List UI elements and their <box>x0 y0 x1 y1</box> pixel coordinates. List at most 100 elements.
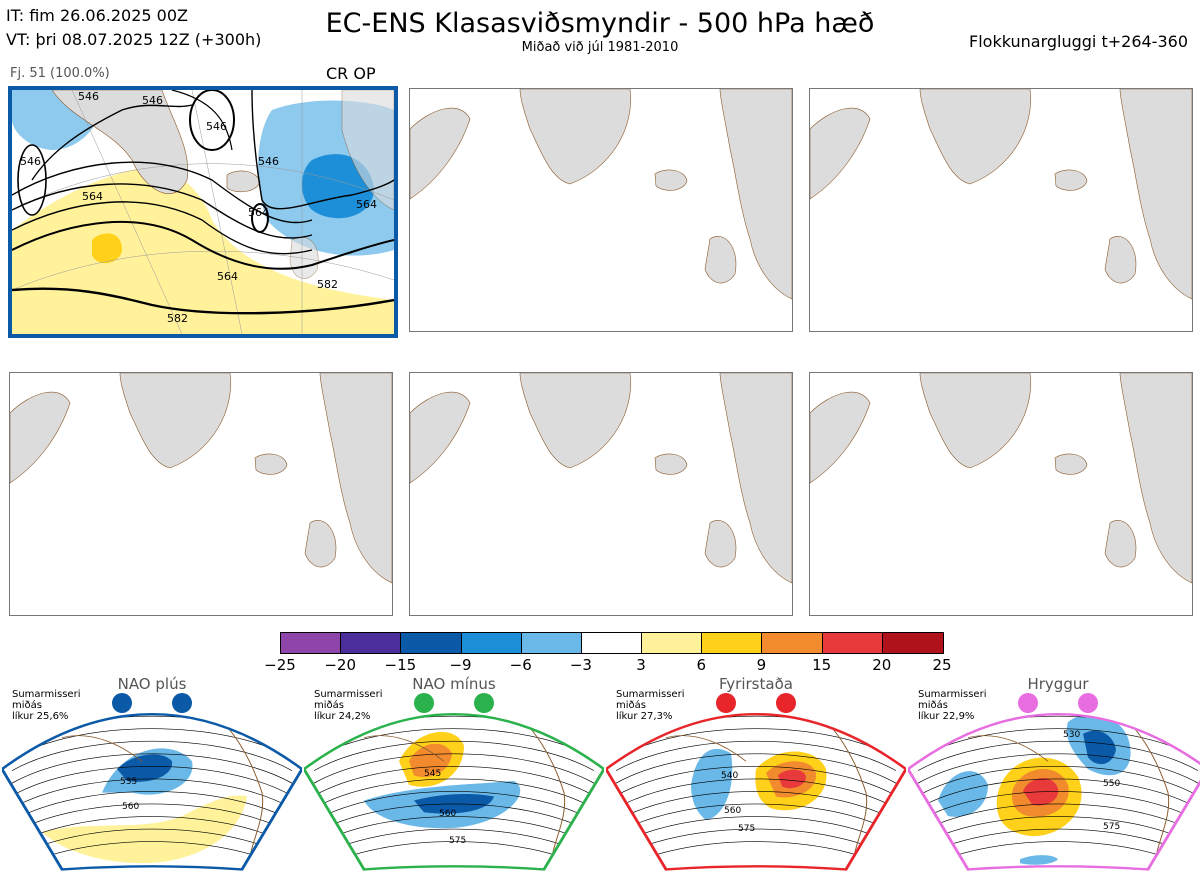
regime-contour-label: 550 <box>1103 778 1121 789</box>
regime-panel[interactable]: 545 560 575 Sumarmisseri miðás líkur 24,2% NAO… <box>302 675 606 871</box>
contour-label: 564 <box>217 270 238 283</box>
regime-info-line: miðás <box>616 700 646 711</box>
regime-marker-icon <box>474 693 494 713</box>
regime-info-line: líkur 27,3% <box>616 711 673 722</box>
classification-window: Flokkunargluggi t+264-360 <box>969 32 1188 51</box>
contour-label: 582 <box>317 278 338 291</box>
map-basemap <box>410 373 792 584</box>
contour-label: 582 <box>167 312 188 325</box>
page-subtitle: Miðað við júl 1981-2010 <box>521 40 679 55</box>
regime-info: Sumarmisseri miðás líkur 24,2% <box>314 689 382 722</box>
regime-name: NAO plús <box>117 675 187 693</box>
colorbar-label: 25 <box>932 656 952 674</box>
regime-name: Fyrirstaða <box>719 675 793 693</box>
colorbar-segment <box>702 633 763 653</box>
panel-tag: CR OP <box>326 64 376 83</box>
init-time: IT: fim 26.06.2025 00Z <box>6 6 188 25</box>
colorbar-label: −15 <box>384 656 417 674</box>
regime-map <box>302 713 606 871</box>
anomaly-negative-core <box>301 154 374 219</box>
map-panel-3[interactable] <box>809 88 1193 332</box>
regime-contour-label: 560 <box>122 802 140 813</box>
regime-panel[interactable]: 540 560 575 Sumarmisseri miðás líkur 27,3% Fyr… <box>604 675 908 871</box>
regime-panel[interactable]: 530 550 575 Sumarmisseri miðás líkur 22,9% Hry… <box>906 675 1200 871</box>
colorbar-segment <box>461 633 522 653</box>
colorbar-segment <box>642 633 703 653</box>
map-basemap <box>10 373 392 584</box>
map-panel-2[interactable] <box>409 88 793 332</box>
regime-info-line: líkur 24,2% <box>314 711 371 722</box>
colorbar-label: 20 <box>872 656 892 674</box>
map-panel-main[interactable]: 546 546 546 546 546 564 564 564 582 582 … <box>8 86 398 338</box>
contour-label: 546 <box>206 120 227 133</box>
colorbar <box>280 632 944 654</box>
regime-marker-icon <box>716 693 736 713</box>
regime-info-line: Sumarmisseri <box>12 689 81 700</box>
map-panel-4[interactable] <box>9 372 393 616</box>
colorbar-label: −25 <box>264 656 296 674</box>
colorbar-segment <box>762 633 823 653</box>
regime-contour-label: 545 <box>424 769 442 780</box>
height-contours <box>12 90 394 315</box>
regime-contour-label: 575 <box>1103 821 1121 832</box>
colorbar-label: −20 <box>324 656 356 674</box>
iceland <box>226 170 261 193</box>
map-basemap <box>410 89 792 300</box>
colorbar-segment <box>521 633 582 653</box>
contour-label: 564 <box>82 190 103 203</box>
regime-contour-label: 540 <box>721 770 739 781</box>
regime-marker-icon <box>776 693 796 713</box>
map-basemap <box>810 89 1192 300</box>
regime-panel[interactable]: 535 560 Sumarmisseri miðás líkur 25,6% NAO pl… <box>0 675 304 871</box>
contour-label: 546 <box>142 94 163 107</box>
regime-info-line: Sumarmisseri <box>918 689 987 700</box>
contour-label: 546 <box>20 155 41 168</box>
scandinavia <box>341 90 394 211</box>
regime-map <box>906 713 1200 871</box>
regime-info: Sumarmisseri miðás líkur 27,3% <box>616 689 684 722</box>
contour-label: 546 <box>78 90 99 103</box>
regime-map <box>604 713 908 871</box>
contour-label-group: 546 546 546 546 546 564 564 564 582 582 … <box>20 90 377 325</box>
regime-name: NAO mínus <box>412 675 496 693</box>
contour-label: 564 <box>356 198 377 211</box>
regime-contour-label: 560 <box>724 806 742 817</box>
regime-info: Sumarmisseri miðás líkur 25,6% <box>12 689 80 722</box>
regime-contour-label: 530 <box>1063 730 1081 741</box>
regime-marker-icon <box>414 693 434 713</box>
regime-info-line: miðás <box>314 700 344 711</box>
map-panel-5[interactable] <box>409 372 793 616</box>
regime-contour-label: 575 <box>738 824 756 835</box>
regime-marker-icon <box>112 693 132 713</box>
regime-map <box>0 713 304 871</box>
page-title: EC-ENS Klasasviðsmyndir - 500 hPa hæð <box>325 8 875 39</box>
member-count: Fj. 51 (100.0%) <box>10 66 110 81</box>
regime-name: Hryggur <box>1027 675 1089 693</box>
graticule <box>12 90 394 334</box>
colorbar-label: −3 <box>569 656 592 674</box>
regime-marker-icon <box>1078 693 1098 713</box>
regime-info-line: Sumarmisseri <box>616 689 685 700</box>
regime-contour-label: 535 <box>120 777 138 788</box>
regime-info-line: Sumarmisseri <box>314 689 383 700</box>
regime-info-line: líkur 22,9% <box>918 711 975 722</box>
regime-info-line: líkur 25,6% <box>12 711 69 722</box>
anomaly-positive-core <box>92 233 122 264</box>
map-basemap <box>810 373 1192 584</box>
regime-contour-label: 575 <box>449 835 467 846</box>
colorbar-label: 9 <box>756 656 767 674</box>
main-map-svg: 546 546 546 546 546 564 564 564 582 582 … <box>12 90 394 334</box>
regime-marker-icon <box>1018 693 1038 713</box>
colorbar-label: 3 <box>636 656 646 674</box>
regime-info-line: miðás <box>918 700 948 711</box>
colorbar-label: 6 <box>696 656 707 674</box>
colorbar-segment <box>341 633 402 653</box>
contour-label: 564 <box>248 206 269 219</box>
regime-info: Sumarmisseri miðás líkur 22,9% <box>918 689 986 722</box>
colorbar-segment <box>581 633 643 653</box>
colorbar-segment <box>882 633 943 653</box>
contour-label: 546 <box>258 155 279 168</box>
greenland <box>51 90 189 194</box>
regime-info-line: miðás <box>12 700 42 711</box>
map-panel-6[interactable] <box>809 372 1193 616</box>
